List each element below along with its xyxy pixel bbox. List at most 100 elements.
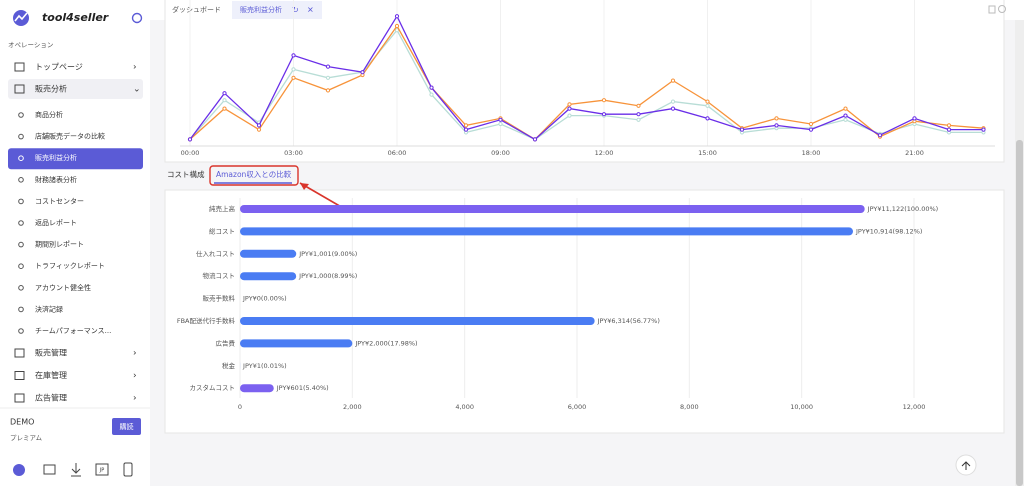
line-point [222, 98, 227, 103]
line-point [532, 137, 538, 142]
subtab[interactable]: コスト構成 [167, 169, 205, 179]
line-point [877, 133, 883, 138]
line-point [601, 98, 607, 103]
y-tick-label: 総コスト [209, 226, 235, 235]
y-tick-label: 物流コスト [203, 271, 236, 280]
menu-bullet [18, 220, 24, 226]
submenu-item[interactable]: 販売利益分析 [35, 153, 77, 162]
y-tick-label: FBA配送代行手数料 [177, 316, 236, 325]
x-tick-label: 06:00 [388, 149, 407, 157]
submenu-item[interactable]: チームパフォーマンス... [35, 327, 111, 335]
menu-bullet [18, 263, 24, 270]
line-point [291, 67, 296, 72]
line-point [808, 127, 814, 132]
data-label: JPY¥1,000(8.99%) [298, 272, 357, 280]
subscribe-button[interactable] [112, 418, 141, 435]
line-point [463, 123, 469, 128]
menu-bullet [18, 306, 24, 313]
download-icon[interactable] [71, 463, 81, 477]
annotation-arrowhead [300, 183, 309, 190]
line-point [808, 121, 814, 127]
line-point [567, 106, 572, 111]
bar [240, 249, 297, 258]
line-point [394, 28, 400, 33]
submenu-item[interactable]: 返品レポート [35, 219, 77, 227]
tab[interactable]: ダッシュボード [172, 5, 221, 14]
bar [240, 227, 854, 236]
menu-icon [14, 84, 25, 94]
line-point [256, 127, 262, 132]
bar [240, 317, 595, 325]
line-point [636, 112, 641, 117]
line-point [291, 53, 296, 58]
line-point [394, 14, 400, 19]
x-tick-label: 03:00 [284, 149, 303, 157]
line-point [705, 116, 710, 121]
menu-bullet [18, 328, 24, 334]
menu-item[interactable]: 販売分析 [35, 84, 67, 94]
highlight-box [209, 165, 299, 186]
y-tick-label: カスタムコスト [190, 383, 236, 392]
bar [240, 384, 274, 393]
account-plan: プレミアム [10, 434, 43, 442]
line-series [189, 29, 984, 141]
menu-item[interactable]: 広告管理 [35, 393, 67, 403]
line-point [636, 103, 641, 108]
tab-close[interactable]: ✕ [307, 6, 314, 15]
menu-item[interactable]: トップページ [35, 63, 83, 72]
line-point [946, 123, 952, 128]
line-point [601, 112, 607, 117]
region-icon[interactable] [95, 463, 109, 476]
submenu-item[interactable]: コストセンター [35, 196, 84, 205]
subscribe-label: 購読 [120, 422, 134, 431]
data-label: JPY¥2,000(17.98%) [354, 339, 417, 347]
data-label: JPY¥11,122(100.00%) [867, 205, 939, 213]
data-label: JPY¥6,314(56.77%) [597, 317, 660, 325]
x-tick-label: 18:00 [802, 149, 821, 157]
submenu-item[interactable]: アカウント健全性 [35, 283, 91, 292]
line-point [670, 78, 676, 83]
toolbar-icons[interactable] [988, 5, 1007, 14]
line-point [567, 102, 572, 107]
menu-bullet [18, 112, 24, 118]
mail-icon[interactable] [43, 464, 56, 475]
submenu-item[interactable]: 期間別レポート [35, 240, 84, 249]
y-tick-label: 仕入れコスト [196, 249, 235, 258]
user-icon[interactable] [13, 464, 25, 476]
line-point [843, 106, 848, 111]
account-name: DEMO [10, 418, 34, 427]
bar [240, 272, 297, 281]
line-point [429, 92, 434, 97]
subtab[interactable]: Amazon収入との比較 [216, 169, 292, 179]
menu-chevron: › [133, 371, 137, 381]
menu-item[interactable]: 販売管理 [35, 348, 67, 358]
submenu-item[interactable]: トラフィックレポート [35, 262, 105, 270]
line-point [670, 99, 676, 104]
line-point [912, 116, 917, 121]
submenu-item[interactable]: 商品分析 [35, 110, 63, 119]
line-point [981, 127, 986, 132]
line-point [325, 88, 331, 93]
menu-chevron: ⌄ [133, 85, 141, 95]
submenu-item[interactable]: 決済記録 [35, 304, 63, 313]
line-point [774, 123, 779, 128]
mobile-icon[interactable] [123, 462, 133, 477]
menu-bullet [18, 155, 24, 161]
line-card [164, 0, 1005, 163]
submenu-item[interactable]: 財務諸表分析 [35, 175, 77, 184]
x-tick-label: 21:00 [905, 149, 924, 157]
submenu-item[interactable]: 店舗販売データの比較 [35, 132, 105, 141]
settings-icon[interactable] [131, 12, 143, 24]
tab-refresh[interactable]: ↻ [292, 6, 299, 15]
scroll-thumb[interactable] [1016, 140, 1023, 486]
section-label: オペレーション [8, 41, 53, 49]
line-point [463, 127, 469, 132]
y-tick-label: 税金 [222, 361, 236, 370]
line-point [498, 121, 503, 127]
menu-item[interactable]: 在庫管理 [35, 370, 67, 380]
menu-icon [14, 393, 25, 403]
bar [240, 205, 865, 213]
tab[interactable]: 販売利益分析 [240, 5, 282, 14]
menu-bullet [18, 198, 24, 205]
tab-bg [232, 1, 322, 19]
